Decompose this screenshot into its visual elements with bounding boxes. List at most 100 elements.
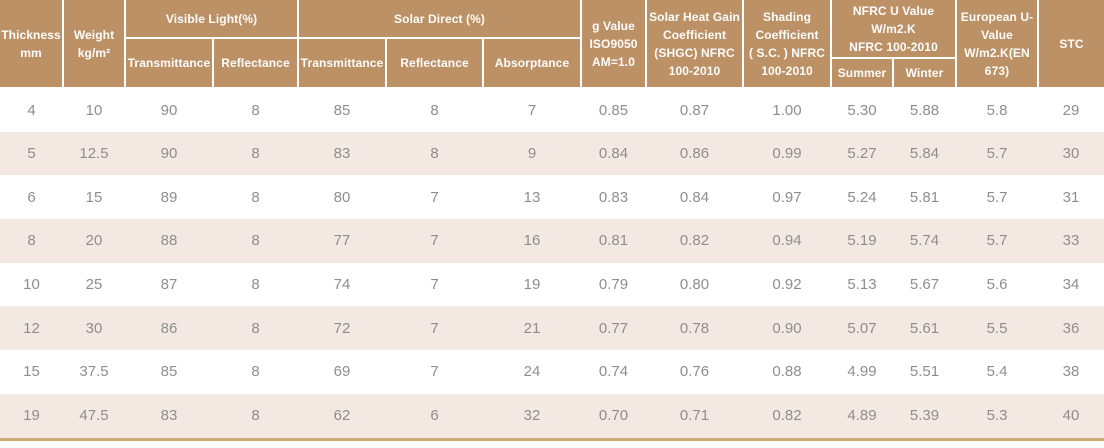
table-cell: 80 [333,188,351,206]
table-cell: 5.84 [909,145,940,163]
table-cell: 85 [160,363,178,381]
table-cell: 38 [1062,363,1080,381]
table-row: 4 10 90 8 85 8 7 0.85 0.87 1.00 5.30 5.88 5.8 29 [0,88,1104,132]
table-cell: 8 [251,363,260,381]
table-cell: 0.82 [772,407,802,425]
table-cell: 90 [160,101,178,119]
header-nfrc-winter: Winter [892,57,958,89]
table-cell: 5.7 [986,188,1008,206]
table-cell: 36 [1062,319,1080,337]
table-cell: 87 [160,276,178,294]
table-cell: 5.07 [847,319,877,337]
table-cell: 12 [23,319,40,337]
header-solar-direct-group: Solar Direct (%) [297,0,583,39]
table-cell: 13 [523,188,541,206]
table-row: 6 15 89 8 80 7 13 0.83 0.84 0.97 5.24 5.81 5.7 31 [0,175,1104,219]
table-cell: 0.74 [598,363,629,381]
header-nfrc-u-value-group: NFRC U Value W/m2.K NFRC 100-2010 [830,0,958,59]
table-cell: 30 [85,319,103,337]
table-cell: 5.74 [909,232,940,250]
table-cell: 6 [27,188,36,206]
table-cell: 0.84 [679,188,710,206]
table-cell: 4.89 [847,407,877,425]
header-visible-light-group: Visible Light(%) [123,0,300,39]
table-cell: 0.88 [772,363,802,381]
table-cell: 5.39 [909,407,940,425]
header-thickness: Thickness mm [0,0,64,89]
table-cell: 0.80 [679,276,710,294]
header-vl-reflectance: Reflectance [211,37,300,89]
table-cell: 19 [23,407,40,425]
header-sd-absorptance: Absorptance [482,37,583,89]
table-cell: 12.5 [79,145,109,163]
table-cell: 10 [85,101,103,119]
header-stc: STC [1037,0,1104,89]
table-cell: 33 [1062,232,1080,250]
table-cell: 0.85 [598,101,629,119]
table-cell: 0.87 [679,101,710,119]
table-cell: 5.13 [847,276,877,294]
table-cell: 5.4 [986,363,1008,381]
table-cell: 0.70 [598,407,629,425]
table-cell: 30 [1062,145,1080,163]
table-cell: 8 [430,101,439,119]
table-row: 10 25 87 8 74 7 19 0.79 0.80 0.92 5.13 5.67 5.6 34 [0,263,1104,307]
table-cell: 0.82 [679,232,710,250]
table-cell: 16 [523,232,541,250]
table-cell: 0.94 [772,232,802,250]
table-cell: 29 [1062,101,1080,119]
header-shgc: Solar Heat Gain Coefficient (SHGC) NFRC … [645,0,745,89]
header-european-u-value: European U- Value W/m2.K(EN 673) [955,0,1040,89]
table-cell: 5.67 [909,276,940,294]
header-weight: Weight kg/m² [62,0,126,89]
table-cell: 0.79 [598,276,629,294]
table-row: 15 37.5 85 8 69 7 24 0.74 0.76 0.88 4.99 5.51 5.4 38 [0,350,1104,394]
table-cell: 5.6 [986,276,1008,294]
table-cell: 8 [251,145,260,163]
table-cell: 0.71 [679,407,710,425]
table-cell: 15 [23,363,40,381]
table-cell: 4 [27,101,36,119]
table-cell: 5.27 [847,145,877,163]
table-cell: 20 [85,232,103,250]
table-bottom-border [0,437,1104,441]
table-cell: 89 [160,188,178,206]
table-cell: 40 [1062,407,1080,425]
table-cell: 5.19 [847,232,877,250]
header-sd-reflectance: Reflectance [385,37,485,89]
table-cell: 25 [85,276,103,294]
table-cell: 0.77 [598,319,629,337]
table-cell: 69 [333,363,351,381]
table-cell: 19 [523,276,541,294]
table-row: 19 47.5 83 8 62 6 32 0.70 0.71 0.82 4.89 5.39 5.3 40 [0,393,1104,438]
table-cell: 83 [160,407,178,425]
table-cell: 88 [160,232,178,250]
table-cell: 15 [85,188,103,206]
table-cell: 5.8 [986,101,1008,119]
table-row: 8 20 88 8 77 7 16 0.81 0.82 0.94 5.19 5.74 5.7 33 [0,219,1104,263]
table-cell: 8 [251,188,260,206]
table-cell: 0.99 [772,145,802,163]
table-cell: 7 [430,232,439,250]
table-cell: 5.5 [986,319,1008,337]
table-cell: 7 [430,276,439,294]
header-nfrc-summer: Summer [830,57,895,89]
table-cell: 5.24 [847,188,877,206]
table-cell: 8 [251,232,260,250]
table-cell: 34 [1062,276,1080,294]
header-g-value: g Value ISO9050 AM=1.0 [580,0,648,89]
table-cell: 62 [333,407,351,425]
table-cell: 83 [333,145,351,163]
table-cell: 5 [27,145,36,163]
table-cell: 4.99 [847,363,877,381]
table-cell: 5.88 [909,101,940,119]
table-cell: 0.76 [679,363,710,381]
table-cell: 32 [523,407,541,425]
table-cell: 0.97 [772,188,802,206]
table-row: 5 12.5 90 8 83 8 9 0.84 0.86 0.99 5.27 5.84 5.7 30 [0,131,1104,176]
table-cell: 5.51 [909,363,940,381]
header-sd-transmittance: Transmittance [297,37,388,89]
table-cell: 5.7 [986,232,1008,250]
table-cell: 86 [160,319,178,337]
